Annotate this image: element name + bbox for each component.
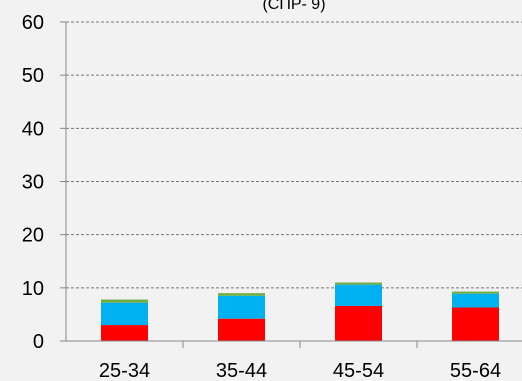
bar-55-64-series-0	[452, 307, 499, 341]
axes	[60, 21, 522, 348]
y-tick-labels: 0 10 20 30 40 50 60	[22, 12, 44, 353]
bar-25-34-series-1	[101, 302, 148, 326]
y-tick-label-3: 30	[22, 172, 44, 194]
x-tick-label-2: 45-54	[333, 360, 384, 381]
bar-45-54-series-1	[335, 284, 382, 306]
bars	[101, 282, 499, 341]
x-tick-label-0: 25-34	[99, 360, 150, 381]
y-tick-label-1: 10	[22, 278, 44, 300]
bar-25-34-series-2	[101, 299, 148, 303]
x-tick-label-3: 55-64	[450, 360, 501, 381]
bar-45-54-series-2	[335, 282, 382, 285]
chart-title: (СПР- 9)	[262, 0, 325, 13]
bar-35-44-series-1	[218, 295, 265, 319]
x-tick-label-1: 35-44	[216, 360, 267, 381]
y-tick-label-2: 20	[22, 225, 44, 247]
x-tick-labels: 25-34 35-44 45-54 55-64	[99, 360, 501, 381]
bar-45-54-series-0	[335, 305, 382, 341]
gridlines	[66, 21, 522, 289]
y-tick-label-0: 0	[33, 331, 44, 353]
bar-25-34-series-0	[101, 325, 148, 341]
bar-35-44-series-2	[218, 293, 265, 296]
y-tick-label-5: 50	[22, 65, 44, 87]
y-tick-label-4: 40	[22, 118, 44, 140]
bar-55-64-series-1	[452, 293, 499, 308]
bar-35-44-series-0	[218, 318, 265, 341]
y-tick-label-6: 60	[22, 12, 44, 34]
bar-55-64-series-2	[452, 291, 499, 294]
